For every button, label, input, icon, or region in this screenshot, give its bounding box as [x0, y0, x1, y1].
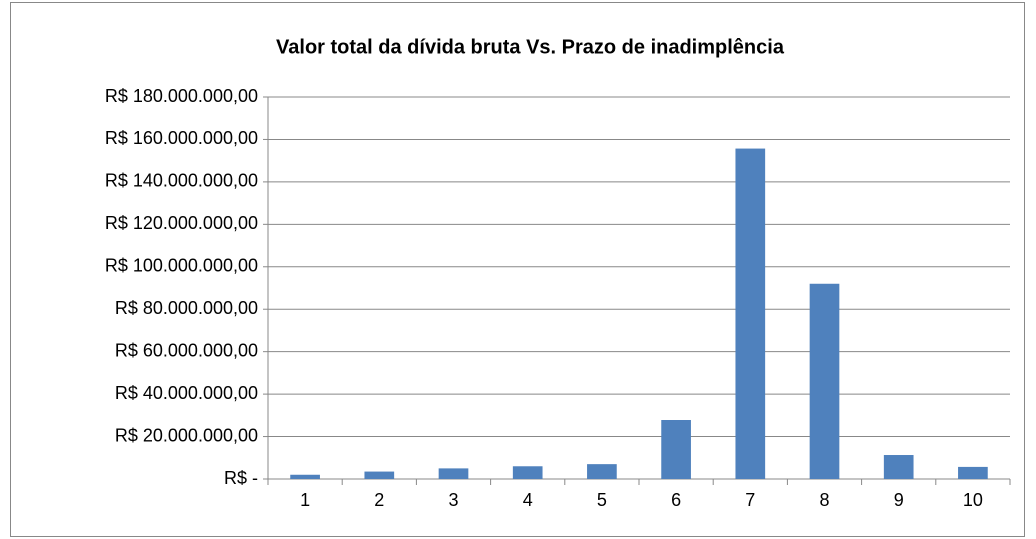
bar	[661, 420, 691, 479]
chart-title: Valor total da dívida bruta Vs. Prazo de…	[276, 36, 785, 58]
x-tick-label: 1	[300, 490, 310, 510]
x-tick-label: 5	[597, 490, 607, 510]
bar	[364, 471, 395, 479]
x-tick-label: 10	[963, 490, 983, 510]
chart-border	[10, 2, 1025, 537]
y-tick-label: R$ 60.000.000,00	[115, 340, 258, 360]
bar	[735, 148, 766, 479]
bar	[587, 464, 617, 479]
x-tick-label: 7	[745, 490, 755, 510]
y-tick-label: R$ 180.000.000,00	[105, 86, 258, 106]
y-tick-label: R$ 140.000.000,00	[105, 171, 258, 191]
y-tick-label: R$ 100.000.000,00	[105, 256, 258, 276]
bar	[883, 455, 914, 479]
bar	[290, 474, 320, 479]
x-tick-label: 9	[894, 490, 904, 510]
x-tick-label: 8	[819, 490, 829, 510]
x-tick-label: 2	[374, 490, 384, 510]
y-tick-label: R$ 80.000.000,00	[115, 298, 258, 318]
y-tick-label: R$ 40.000.000,00	[115, 383, 258, 403]
x-tick-label: 3	[448, 490, 458, 510]
bar	[809, 283, 840, 479]
y-tick-label: R$ 20.000.000,00	[115, 425, 258, 445]
bar	[512, 466, 543, 479]
y-tick-label: R$ -	[224, 468, 258, 488]
bar	[958, 466, 988, 479]
y-tick-label: R$ 160.000.000,00	[105, 128, 258, 148]
y-tick-label: R$ 120.000.000,00	[105, 213, 258, 233]
bar	[438, 468, 469, 479]
x-tick-label: 4	[523, 490, 533, 510]
x-tick-label: 6	[671, 490, 681, 510]
